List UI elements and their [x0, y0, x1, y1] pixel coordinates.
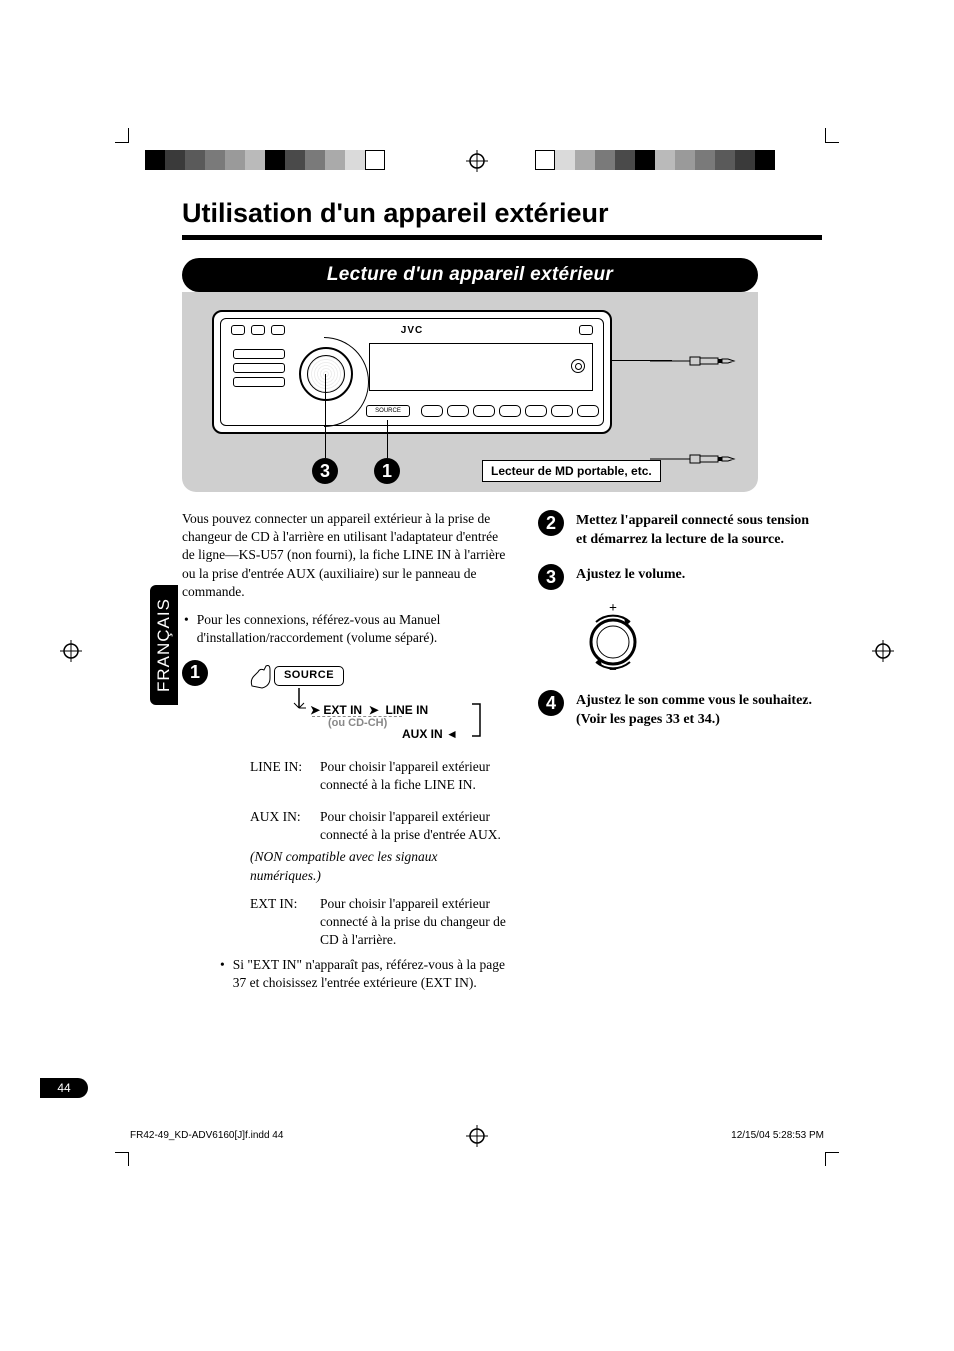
- step-number-3: 3: [538, 564, 564, 590]
- callout-number-3: 3: [312, 458, 338, 484]
- step-2-text: Mettez l'appareil connecté sous tension …: [576, 510, 822, 550]
- svg-text:+: +: [609, 604, 617, 616]
- language-tab: FRANÇAIS: [150, 585, 178, 705]
- car-stereo-device: JVC SOURCE: [212, 310, 612, 434]
- flow-extin: EXT IN: [323, 703, 362, 717]
- step-4-text: Ajustez le son comme vous le souhaitez. …: [576, 690, 822, 730]
- display-screen: [369, 343, 593, 391]
- registration-mark-icon: [872, 640, 894, 662]
- def-extin-label: EXT IN:: [250, 895, 320, 950]
- lead-line: [387, 420, 388, 458]
- step-3-text: Ajustez le volume.: [576, 564, 685, 585]
- flow-sub: (ou CD-CH): [328, 716, 387, 731]
- aux-jack-icon: [571, 359, 585, 373]
- step-number-1: 1: [182, 660, 208, 686]
- top-buttons: [231, 325, 285, 335]
- bullet-item: Pour les connexions, référez-vous au Man…: [184, 611, 510, 647]
- pointing-hand-icon: [248, 662, 276, 690]
- flow-arrow: [292, 688, 306, 720]
- step-number-2: 2: [538, 510, 564, 536]
- source-button-large: SOURCE: [274, 666, 344, 686]
- left-column: Vous pouvez connecter un appareil extéri…: [182, 510, 510, 1018]
- connector-line: [612, 360, 672, 361]
- volume-dial: [299, 347, 353, 401]
- def-auxin-label: AUX IN:: [250, 808, 320, 844]
- jack-plug-icon: [650, 452, 740, 464]
- registration-mark-icon: [60, 640, 82, 662]
- page-title: Utilisation d'un appareil extérieur: [182, 198, 825, 229]
- lead-line: [325, 374, 326, 458]
- def-auxin-text: Pour choisir l'appareil extérieur connec…: [320, 808, 510, 844]
- brand-label: JVC: [401, 325, 423, 336]
- footer-timestamp: 12/15/04 5:28:53 PM: [731, 1130, 824, 1141]
- page-number: 44: [40, 1078, 88, 1098]
- step-number-4: 4: [538, 690, 564, 716]
- crop-mark: [825, 1152, 839, 1153]
- title-rule: [182, 235, 822, 240]
- right-column: 2 Mettez l'appareil connecté sous tensio…: [538, 510, 822, 1018]
- left-buttons: [233, 349, 285, 391]
- crop-mark: [115, 1152, 129, 1153]
- callout-number-1: 1: [374, 458, 400, 484]
- footer-filename: FR42-49_KD-ADV6160[J]f.indd 44: [130, 1130, 283, 1141]
- intro-text: Vous pouvez connecter un appareil extéri…: [182, 510, 510, 601]
- source-flow-diagram: SOURCE ➤ EXT IN ➤ LINE IN (ou CD-CH) AUX…: [250, 666, 500, 744]
- volume-knob-icon: + −: [578, 604, 648, 674]
- source-button: SOURCE: [366, 405, 410, 417]
- flow-linein: LINE IN: [385, 703, 428, 717]
- italic-note: (NON compatible avec les signaux numériq…: [250, 848, 510, 884]
- def-extin-text: Pour choisir l'appareil extérieur connec…: [320, 895, 510, 950]
- registration-mark-icon: [466, 1125, 488, 1147]
- device-diagram: JVC SOURCE Lecteur de MD portable, etc.: [182, 292, 758, 492]
- callout-label: Lecteur de MD portable, etc.: [482, 460, 661, 482]
- svg-text:−: −: [609, 663, 617, 674]
- eject-button: [579, 325, 593, 335]
- flow-bracket: [472, 702, 484, 742]
- def-linein-label: LINE IN:: [250, 758, 320, 794]
- bullet-item: Si "EXT IN" n'apparaît pas, référez-vous…: [220, 956, 510, 992]
- crop-mark: [825, 142, 839, 143]
- dashed-line: [312, 716, 402, 717]
- def-linein-text: Pour choisir l'appareil extérieur connec…: [320, 758, 510, 794]
- flow-auxin: AUX IN: [402, 727, 443, 741]
- crop-mark: [128, 1152, 129, 1166]
- section-header: Lecture d'un appareil extérieur: [182, 258, 758, 292]
- crop-mark: [825, 1152, 826, 1166]
- preset-buttons: [421, 405, 599, 417]
- crop-mark: [825, 128, 826, 142]
